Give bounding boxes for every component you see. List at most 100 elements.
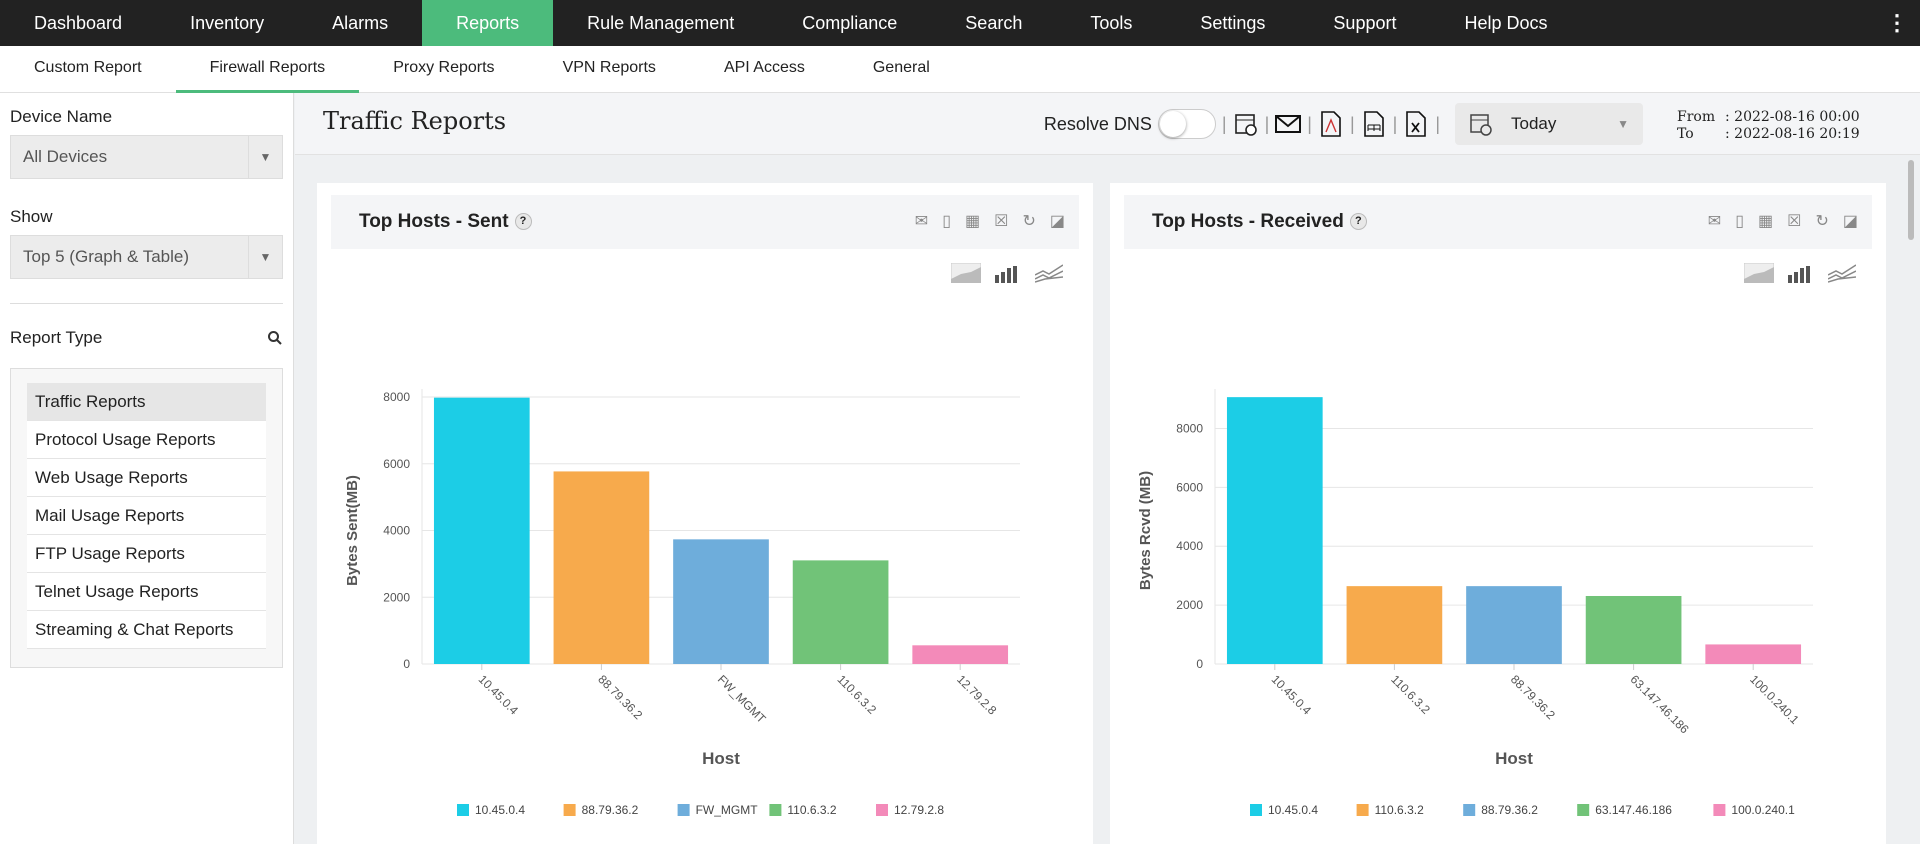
nav-inventory[interactable]: Inventory (190, 13, 265, 33)
area-chart-icon[interactable] (951, 263, 981, 283)
line-chart-icon[interactable] (1035, 263, 1063, 283)
show-select[interactable]: Top 5 (Graph & Table) ▼ (10, 235, 283, 279)
nav-dashboard[interactable]: Dashboard (34, 13, 123, 33)
pdf-icon[interactable] (1318, 110, 1344, 138)
top-nav: Dashboard Inventory Alarms Reports Rule Mana… (0, 0, 1920, 46)
y-axis-title: Bytes Rcvd (MB) (1137, 471, 1154, 590)
y-tick-label: 4000 (383, 524, 410, 538)
bar-110-6-3-2[interactable] (792, 560, 889, 664)
x-tick-label: 100.0.240.1 (1747, 672, 1802, 727)
tab-custom-report[interactable]: Custom Report (34, 59, 142, 76)
csv-icon[interactable] (1361, 110, 1387, 138)
excel-icon[interactable]: ☒ (1787, 213, 1802, 230)
report-type-mail-usage-reports[interactable]: Mail Usage Reports (27, 497, 266, 535)
to-label: To (1677, 126, 1694, 142)
legend-item[interactable]: FW_MGMT (696, 803, 759, 817)
more-menu-icon[interactable]: ⋮ (1886, 10, 1908, 35)
legend-item[interactable]: 88.79.36.2 (582, 803, 639, 817)
legend-item[interactable]: 100.0.240.1 (1731, 803, 1795, 817)
bar-chart-icon[interactable] (1788, 263, 1814, 283)
nav-tools[interactable]: Tools (1090, 13, 1133, 33)
tab-general[interactable]: General (872, 59, 930, 76)
nav-alarms[interactable]: Alarms (332, 13, 389, 33)
card-header: Top Hosts - Sent? ✉ ▯ ▦ ☒ ↻ ◪ (331, 195, 1079, 249)
help-icon[interactable]: ? (1349, 213, 1367, 231)
bar-100-0-240-1[interactable] (1705, 644, 1802, 664)
bar-chart: 0 2000 4000 6000 8000 10.45.0.4 110.6.3.2 88.79… (1137, 389, 1813, 817)
tab-vpn-reports[interactable]: VPN Reports (562, 59, 656, 76)
expand-icon[interactable]: ◪ (1842, 213, 1858, 230)
period-select[interactable]: Today ▼ (1455, 103, 1643, 145)
x-tick-label: 110.6.3.2 (834, 672, 879, 717)
help-icon[interactable]: ? (514, 213, 532, 231)
refresh-icon[interactable]: ↻ (1022, 213, 1036, 230)
line-chart-icon[interactable] (1828, 263, 1856, 283)
nav-settings[interactable]: Settings (1200, 13, 1266, 33)
bar-10-45-0-4[interactable] (433, 397, 530, 664)
page-header: Traffic Reports Resolve DNS | | | | | | … (295, 93, 1920, 155)
legend-item[interactable]: 110.6.3.2 (1375, 803, 1424, 817)
area-chart-icon[interactable] (1744, 263, 1774, 283)
resolve-dns-toggle[interactable] (1157, 109, 1216, 139)
bar-10-45-0-4[interactable] (1226, 397, 1323, 664)
y-tick-label: 8000 (383, 390, 410, 404)
bar-88-79-36-2[interactable] (553, 471, 650, 664)
legend-item[interactable]: 10.45.0.4 (1268, 803, 1318, 817)
nav-reports[interactable]: Reports (422, 0, 554, 46)
device-select[interactable]: All Devices ▼ (10, 135, 283, 179)
nav-search[interactable]: Search (965, 13, 1023, 33)
tab-firewall-reports[interactable]: Firewall Reports (175, 46, 360, 93)
legend-item[interactable]: 110.6.3.2 (787, 803, 836, 817)
tab-proxy-reports[interactable]: Proxy Reports (393, 59, 495, 76)
nav-support[interactable]: Support (1333, 13, 1397, 33)
show-select-value: Top 5 (Graph & Table) (23, 247, 189, 266)
scrollbar[interactable] (1908, 160, 1914, 240)
bar-chart-icon[interactable] (995, 263, 1021, 283)
x-tick-label: 88.79.36.2 (1508, 672, 1558, 722)
refresh-icon[interactable]: ↻ (1815, 213, 1829, 230)
legend-swatch (1250, 804, 1262, 816)
pdf-icon[interactable]: ▯ (1735, 213, 1744, 230)
show-label: Show (10, 207, 53, 226)
pdf-icon[interactable]: ▯ (942, 213, 951, 230)
nav-compliance[interactable]: Compliance (802, 13, 898, 33)
legend-swatch (769, 804, 782, 816)
y-tick-label: 6000 (1176, 480, 1203, 494)
y-tick-label: 8000 (1176, 421, 1203, 435)
excel-icon[interactable]: ☒ (994, 213, 1009, 230)
from-value: : 2022-08-16 00:00 (1725, 109, 1860, 125)
email-icon[interactable] (1275, 110, 1302, 138)
excel-icon[interactable] (1403, 110, 1429, 138)
bar-12-79-2-8[interactable] (912, 645, 1009, 664)
card-header: Top Hosts - Received? ✉ ▯ ▦ ☒ ↻ ◪ (1124, 195, 1872, 249)
nav-help-docs[interactable]: Help Docs (1464, 13, 1548, 33)
report-type-ftp-usage-reports[interactable]: FTP Usage Reports (27, 535, 266, 573)
bar-63-147-46-186[interactable] (1585, 595, 1682, 664)
legend-item[interactable]: 10.45.0.4 (475, 803, 525, 817)
search-icon[interactable] (267, 330, 283, 346)
expand-icon[interactable]: ◪ (1049, 213, 1065, 230)
schedule-icon[interactable] (1233, 110, 1259, 138)
email-icon[interactable]: ✉ (1707, 213, 1722, 230)
report-type-web-usage-reports[interactable]: Web Usage Reports (27, 459, 266, 497)
tab-api-access[interactable]: API Access (723, 59, 805, 76)
report-type-telnet-usage-reports[interactable]: Telnet Usage Reports (27, 573, 266, 611)
y-tick-label: 4000 (1176, 539, 1203, 553)
report-type-protocol-usage-reports[interactable]: Protocol Usage Reports (27, 421, 266, 459)
x-tick-label: 10.45.0.4 (476, 672, 522, 718)
email-icon[interactable]: ✉ (914, 213, 929, 230)
bar-fw-mgmt[interactable] (673, 539, 769, 664)
csv-icon[interactable]: ▦ (1758, 213, 1774, 230)
legend-item[interactable]: 63.147.46.186 (1595, 803, 1672, 817)
sidebar: Device Name All Devices ▼ Show Top 5 (Gra… (0, 93, 294, 844)
bar-chart: 0 2000 4000 6000 8000 10.45.0.4 88.79.36.2 FW_M… (344, 389, 1020, 817)
bar-110-6-3-2[interactable] (1346, 586, 1443, 664)
bar-88-79-36-2[interactable] (1466, 586, 1562, 664)
csv-icon[interactable]: ▦ (965, 213, 981, 230)
legend-item[interactable]: 88.79.36.2 (1481, 803, 1538, 817)
report-type-traffic-reports[interactable]: Traffic Reports (27, 383, 266, 421)
nav-rule-management[interactable]: Rule Management (587, 13, 735, 33)
report-type-streaming-chat-reports[interactable]: Streaming & Chat Reports (27, 611, 266, 649)
legend-item[interactable]: 12.79.2.8 (894, 803, 944, 817)
x-tick-label: 10.45.0.4 (1269, 672, 1315, 718)
